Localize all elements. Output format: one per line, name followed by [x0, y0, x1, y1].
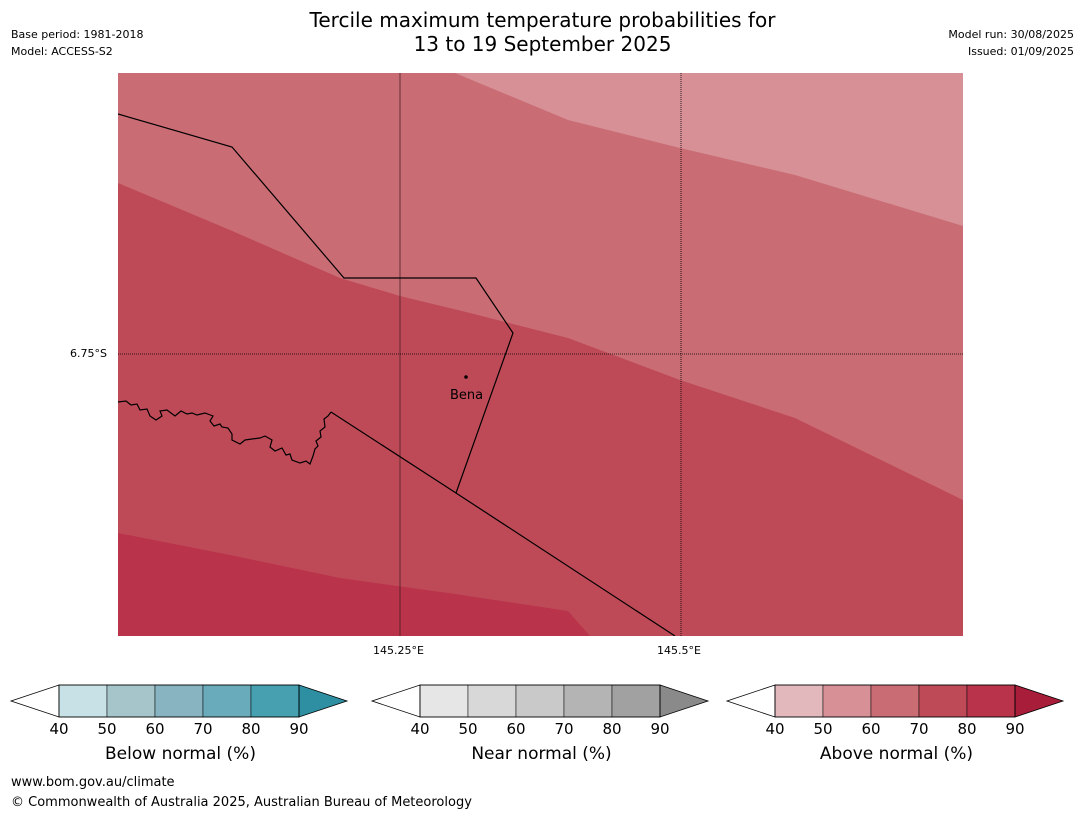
footer-url[interactable]: www.bom.gov.au/climate [11, 775, 175, 790]
below-tick-label: 90 [289, 720, 308, 738]
legend-above-normal: 40 50 60 70 80 90 [725, 684, 1065, 738]
above-tick-label: 60 [861, 720, 880, 738]
meta-right: Model run: 30/08/2025 Issued: 01/09/2025 [948, 26, 1074, 60]
near-tick-label: 40 [410, 720, 429, 738]
above-tick-label: 70 [909, 720, 928, 738]
below-segment [154, 684, 204, 718]
title-line-1: Tercile maximum temperature probabilitie… [309, 8, 776, 32]
model-run: Model run: 30/08/2025 [948, 28, 1074, 41]
map-title: Tercile maximum temperature probabilitie… [0, 8, 1085, 56]
below-segment [202, 684, 252, 718]
near-segment [419, 684, 469, 718]
issued-date: Issued: 01/09/2025 [967, 45, 1074, 58]
band-50-60 [455, 73, 963, 226]
below-extend-low [9, 684, 60, 718]
band-80-90 [118, 533, 590, 636]
band-70-80 [118, 183, 963, 636]
legend-near-title: Near normal (%) [471, 744, 612, 764]
above-extend-low [725, 684, 776, 718]
below-extend-high [298, 684, 349, 718]
above-tick-label: 80 [957, 720, 976, 738]
above-outline [774, 684, 1016, 718]
above-segment [822, 684, 872, 718]
above-segment [918, 684, 968, 718]
below-tick-label: 70 [193, 720, 212, 738]
base-period: Base period: 1981-2018 [11, 28, 144, 41]
town-label: Bena [450, 388, 483, 403]
near-extend-low [370, 684, 421, 718]
above-tick-label: 40 [765, 720, 784, 738]
legend-below-title: Below normal (%) [105, 744, 256, 764]
above-tick-label: 90 [1005, 720, 1024, 738]
lat-label: 6.75°S [70, 347, 107, 360]
near-tick-label: 80 [602, 720, 621, 738]
lon-label-2: 145.5°E [657, 644, 701, 657]
below-segment [58, 684, 108, 718]
lon-label-1: 145.25°E [373, 644, 424, 657]
model-name: Model: ACCESS-S2 [11, 45, 113, 58]
river-boundary [118, 400, 332, 465]
near-segment [563, 684, 613, 718]
near-tick-label: 70 [554, 720, 573, 738]
legend-above-title: Above normal (%) [819, 744, 974, 764]
near-segment [467, 684, 517, 718]
near-segment [611, 684, 661, 718]
above-segment [966, 684, 1016, 718]
below-segment [250, 684, 300, 718]
below-segment [106, 684, 156, 718]
near-tick-label: 60 [506, 720, 525, 738]
below-tick-label: 80 [241, 720, 260, 738]
meta-left: Base period: 1981-2018 Model: ACCESS-S2 [11, 26, 143, 60]
title-line-2: 13 to 19 September 2025 [413, 32, 672, 56]
near-tick-label: 50 [458, 720, 477, 738]
province-boundary [118, 113, 514, 494]
legend-below-normal: 40 50 60 70 80 90 [9, 684, 349, 738]
near-segment [515, 684, 565, 718]
province-boundary-lower [330, 411, 676, 636]
legend-near-normal: 40 50 60 70 80 90 [370, 684, 710, 738]
near-outline [419, 684, 661, 718]
below-tick-label: 40 [49, 720, 68, 738]
above-segment [774, 684, 824, 718]
footer-copyright: © Commonwealth of Australia 2025, Austra… [11, 795, 472, 810]
near-extend-high [659, 684, 710, 718]
above-extend-high [1014, 684, 1065, 718]
below-outline [58, 684, 300, 718]
town-marker [464, 375, 468, 379]
above-tick-label: 50 [813, 720, 832, 738]
below-tick-label: 50 [97, 720, 116, 738]
near-tick-label: 90 [650, 720, 669, 738]
above-segment [870, 684, 920, 718]
below-tick-label: 60 [145, 720, 164, 738]
